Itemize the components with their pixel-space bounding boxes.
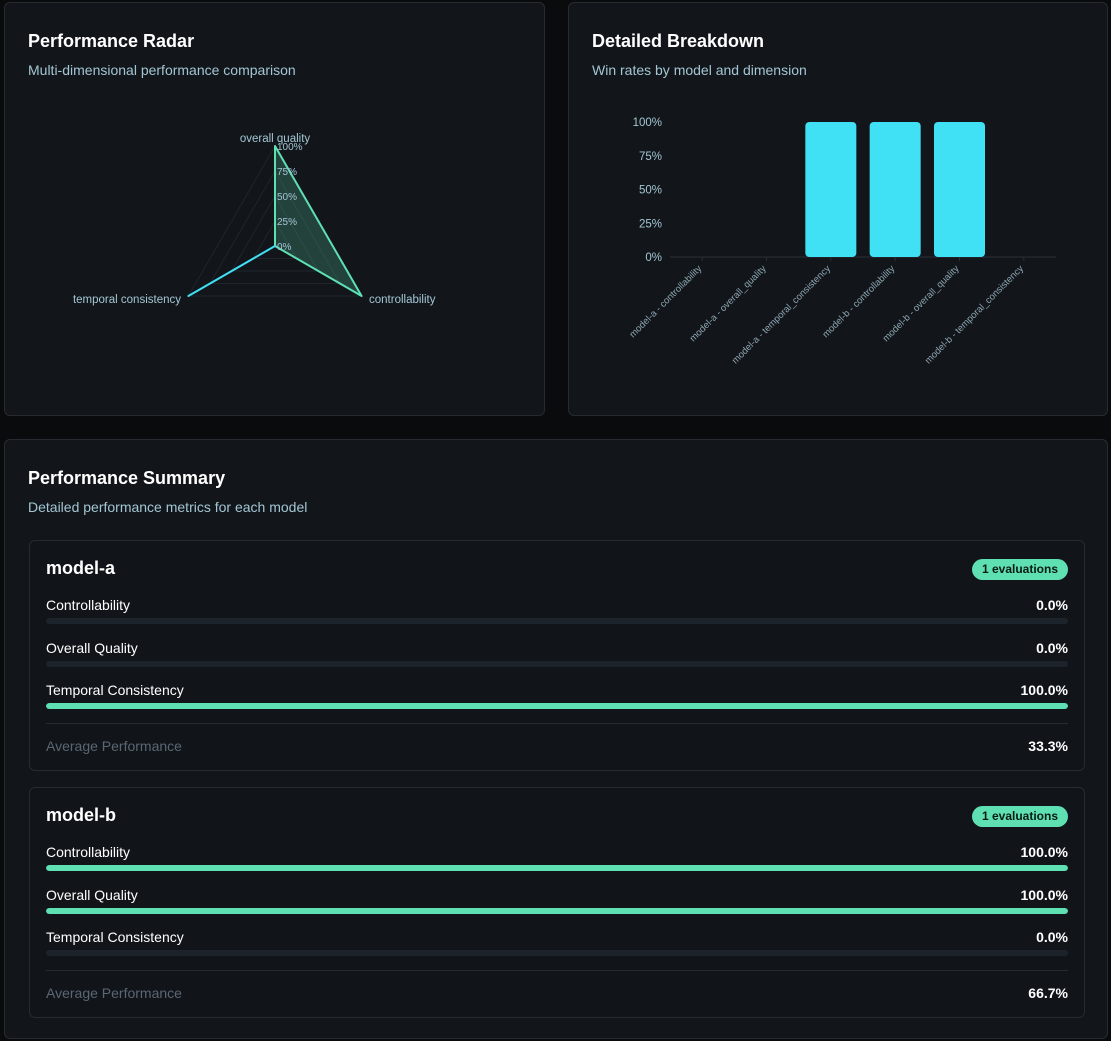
y-tick-label: 50% — [639, 185, 662, 197]
radar-title: Performance Radar — [28, 31, 195, 51]
metric-progress-bar — [46, 703, 1068, 709]
bar-model-b-controllability — [869, 122, 921, 257]
y-tick-label: 0% — [645, 252, 662, 264]
model-name: model-b — [46, 805, 116, 825]
average-value: 33.3% — [1028, 738, 1068, 754]
metric-progress-bar — [46, 950, 1068, 956]
metric-overall-quality: Overall Quality 100.0% — [46, 887, 1068, 919]
x-tick-label: model-a - controllability — [627, 263, 704, 340]
radar-axis-label: controllability — [369, 294, 436, 306]
radar-grid-ring — [230, 194, 320, 272]
metric-value: 100.0% — [1020, 682, 1068, 698]
metric-label: Controllability — [46, 597, 131, 613]
y-tick-label: 25% — [639, 218, 662, 230]
summary-title: Performance Summary — [28, 468, 226, 488]
radar-tick-label: 100% — [277, 142, 303, 153]
metric-progress-fill — [46, 703, 1068, 709]
radar-chart: 0% 25% 50% 75% 100%overall quality controllab… — [73, 133, 436, 306]
radar-axis-label: overall quality — [240, 133, 311, 145]
performance-radar-card: Performance Radar Multi-dimensional perf… — [4, 2, 545, 416]
average-label: Average Performance — [46, 985, 182, 1001]
metric-label: Controllability — [46, 844, 131, 860]
bar-model-a-temporal-consistency — [805, 122, 857, 257]
metric-progress-fill — [46, 908, 1068, 914]
breakdown-title: Detailed Breakdown — [592, 31, 765, 51]
evaluations-badge: 1 evaluations — [971, 559, 1068, 580]
radar-axis-label: temporal consistency — [73, 294, 181, 306]
performance-summary-card: Performance Summary Detailed performance… — [4, 439, 1108, 1039]
metric-value: 100.0% — [1020, 844, 1068, 860]
metric-progress-bar — [46, 618, 1068, 624]
radar-grid-ring — [252, 219, 298, 259]
average-performance-row: Average Performance 66.7% — [46, 970, 1068, 1001]
breakdown-subtitle: Win rates by model and dimension — [592, 62, 807, 78]
metric-value: 0.0% — [1036, 929, 1068, 945]
metric-overall-quality: Overall Quality 0.0% — [46, 640, 1068, 672]
radar-tick-label: 50% — [277, 192, 297, 203]
radar-series-model-a — [187, 245, 276, 297]
evaluations-badge: 1 evaluations — [971, 806, 1068, 827]
average-performance-row: Average Performance 33.3% — [46, 723, 1068, 754]
radar-series-model-b — [274, 145, 363, 297]
metric-progress-bar — [46, 908, 1068, 914]
bar-model-b-overall-quality — [934, 122, 985, 257]
bar-chart: 0% 25% 50% 75% 100% model-a - controllability… — [627, 117, 1056, 366]
metric-label: Temporal Consistency — [46, 929, 184, 945]
model-card: model-b 1 evaluations Controllability 10… — [29, 787, 1085, 1018]
metric-temporal-consistency: Temporal Consistency 0.0% — [46, 929, 1068, 961]
metric-value: 0.0% — [1036, 597, 1068, 613]
radar-tick-label: 25% — [277, 217, 297, 228]
metric-controllability: Controllability 100.0% — [46, 844, 1068, 876]
radar-tick-label: 0% — [277, 242, 292, 253]
metric-value: 0.0% — [1036, 640, 1068, 656]
x-tick-label: model-b - controllability — [820, 263, 897, 340]
average-value: 66.7% — [1028, 985, 1068, 1001]
metric-progress-bar — [46, 661, 1068, 667]
metric-value: 100.0% — [1020, 887, 1068, 903]
y-tick-label: 100% — [633, 117, 662, 129]
radar-subtitle: Multi-dimensional performance comparison — [28, 62, 296, 78]
metric-label: Overall Quality — [46, 640, 138, 656]
metric-controllability: Controllability 0.0% — [46, 597, 1068, 629]
metric-temporal-consistency: Temporal Consistency 100.0% — [46, 682, 1068, 714]
radar-grid-ring — [209, 169, 341, 284]
radar-tick-label: 75% — [277, 167, 297, 178]
model-name: model-a — [46, 558, 116, 578]
metric-progress-fill — [46, 865, 1068, 871]
detailed-breakdown-card: Detailed Breakdown Win rates by model an… — [568, 2, 1108, 416]
y-tick-label: 75% — [639, 151, 662, 163]
metric-progress-bar — [46, 865, 1068, 871]
metric-label: Overall Quality — [46, 887, 138, 903]
metric-label: Temporal Consistency — [46, 682, 184, 698]
summary-subtitle: Detailed performance metrics for each mo… — [28, 499, 308, 515]
average-label: Average Performance — [46, 738, 182, 754]
model-card: model-a 1 evaluations Controllability 0.… — [29, 540, 1085, 771]
